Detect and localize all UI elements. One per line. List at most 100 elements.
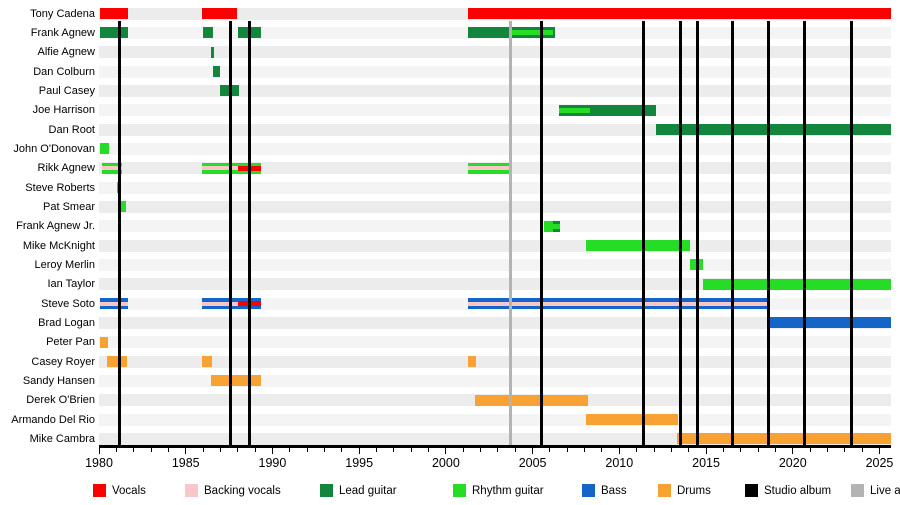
timeline-bar-drums [202, 356, 212, 368]
row-stripe [99, 104, 892, 117]
timeline-overlay-backing_vocals [202, 166, 238, 171]
timeline-overlay-backing_vocals [99, 301, 128, 306]
timeline-overlay-backing_vocals [467, 166, 511, 171]
legend-swatch-studio_album [745, 484, 758, 497]
legend-label: Vocals [112, 485, 146, 497]
live-album-line [508, 21, 512, 445]
timeline-bar-rhythm_guitar [703, 278, 892, 290]
timeline-bar-lead_guitar [655, 124, 892, 136]
axis-tick [98, 448, 100, 454]
timeline-bar-drums [210, 375, 262, 387]
legend-label: Backing vocals [204, 485, 281, 497]
member-label: Sandy Hansen [22, 374, 95, 387]
row-stripe [99, 239, 892, 252]
legend-swatch-bass [582, 484, 595, 497]
timeline-bar-lead_guitar [210, 46, 215, 58]
legend-swatch-rhythm_guitar [453, 484, 466, 497]
axis-tick [826, 448, 828, 452]
studio-album-line [730, 21, 734, 445]
axis-tick [185, 448, 187, 454]
axis-tick [497, 448, 499, 452]
legend-swatch-vocals [93, 484, 106, 497]
timeline-bar-vocals [202, 8, 237, 19]
axis-tick [757, 448, 759, 452]
studio-album-line [678, 21, 682, 445]
studio-album-line [248, 21, 252, 445]
axis-tick [670, 448, 672, 452]
legend-label: Drums [677, 485, 711, 497]
row-stripe [99, 200, 892, 213]
member-label: Casey Royer [31, 355, 95, 368]
timeline-overlay-backing_vocals [101, 166, 122, 171]
axis-tick [653, 448, 655, 452]
axis-tick [688, 448, 690, 452]
row-stripe [99, 413, 892, 426]
row-stripe [99, 46, 892, 59]
axis-tick [549, 448, 551, 452]
timeline-bar-vocals [467, 8, 892, 19]
studio-album-line [118, 21, 122, 445]
row-stripe [99, 142, 892, 155]
timeline-bar-lead_guitar [99, 27, 128, 39]
timeline-bar-drums [468, 356, 477, 368]
axis-tick [618, 448, 620, 454]
row-stripe [99, 316, 892, 329]
axis-year-label: 2000 [431, 456, 460, 470]
row-stripe [99, 258, 892, 271]
member-label: Pat Smear [43, 200, 95, 213]
axis-year-label: 2020 [778, 456, 807, 470]
axis-year-label: 2015 [692, 456, 720, 470]
axis-tick [792, 448, 794, 454]
legend-swatch-lead_guitar [320, 484, 333, 497]
timeline-bar-drums [106, 356, 127, 368]
axis-tick [271, 448, 273, 454]
timeline-overlay-rhythm_guitar [559, 107, 590, 113]
timeline-bar-drums [475, 394, 589, 406]
axis-tick [202, 448, 204, 452]
axis-tick [428, 448, 430, 452]
member-label: Derek O'Brien [26, 394, 95, 407]
timeline-bar-rhythm_guitar [99, 143, 109, 155]
timeline-bar-rhythm_guitar [586, 240, 690, 252]
legend-label: Lead guitar [339, 485, 397, 497]
legend-label: Rhythm guitar [472, 485, 544, 497]
axis-tick [410, 448, 412, 452]
axis-tick [705, 448, 707, 454]
axis-year-label: 1980 [85, 456, 113, 470]
axis-year-label: 2005 [518, 456, 547, 470]
axis-year-label: 1995 [345, 456, 374, 470]
legend-swatch-drums [658, 484, 671, 497]
row-stripe [99, 181, 892, 194]
timeline-overlay-rhythm_guitar [553, 223, 561, 229]
member-label: Mike Cambra [29, 432, 95, 445]
axis-tick [584, 448, 586, 452]
row-stripe [99, 84, 892, 97]
axis-tick [740, 448, 742, 452]
axis-tick [358, 448, 360, 454]
legend-swatch-live_album [851, 484, 864, 497]
axis-tick [254, 448, 256, 452]
axis-tick [809, 448, 811, 452]
legend-swatch-backing_vocals [185, 484, 198, 497]
member-label: Dan Root [48, 123, 95, 136]
member-label: Rikk Agnew [37, 162, 95, 175]
row-stripe [99, 355, 892, 368]
member-label: John O'Donovan [13, 142, 95, 155]
axis-tick [167, 448, 169, 452]
member-label: Paul Casey [38, 84, 95, 97]
axis-tick [514, 448, 516, 452]
axis-tick [566, 448, 568, 452]
axis-tick [341, 448, 343, 452]
legend-label: Bass [601, 485, 627, 497]
studio-album-line [229, 21, 233, 445]
member-label: Ian Taylor [47, 278, 96, 291]
studio-album-line [850, 21, 854, 445]
axis-tick [636, 448, 638, 452]
member-label: Alfie Agnew [37, 46, 95, 59]
timeline-bar-lead_guitar [558, 104, 656, 116]
row-stripe [99, 336, 892, 349]
axis-tick [376, 448, 377, 452]
axis-year-label: 2010 [605, 456, 634, 470]
member-label: Dan Colburn [33, 65, 95, 78]
